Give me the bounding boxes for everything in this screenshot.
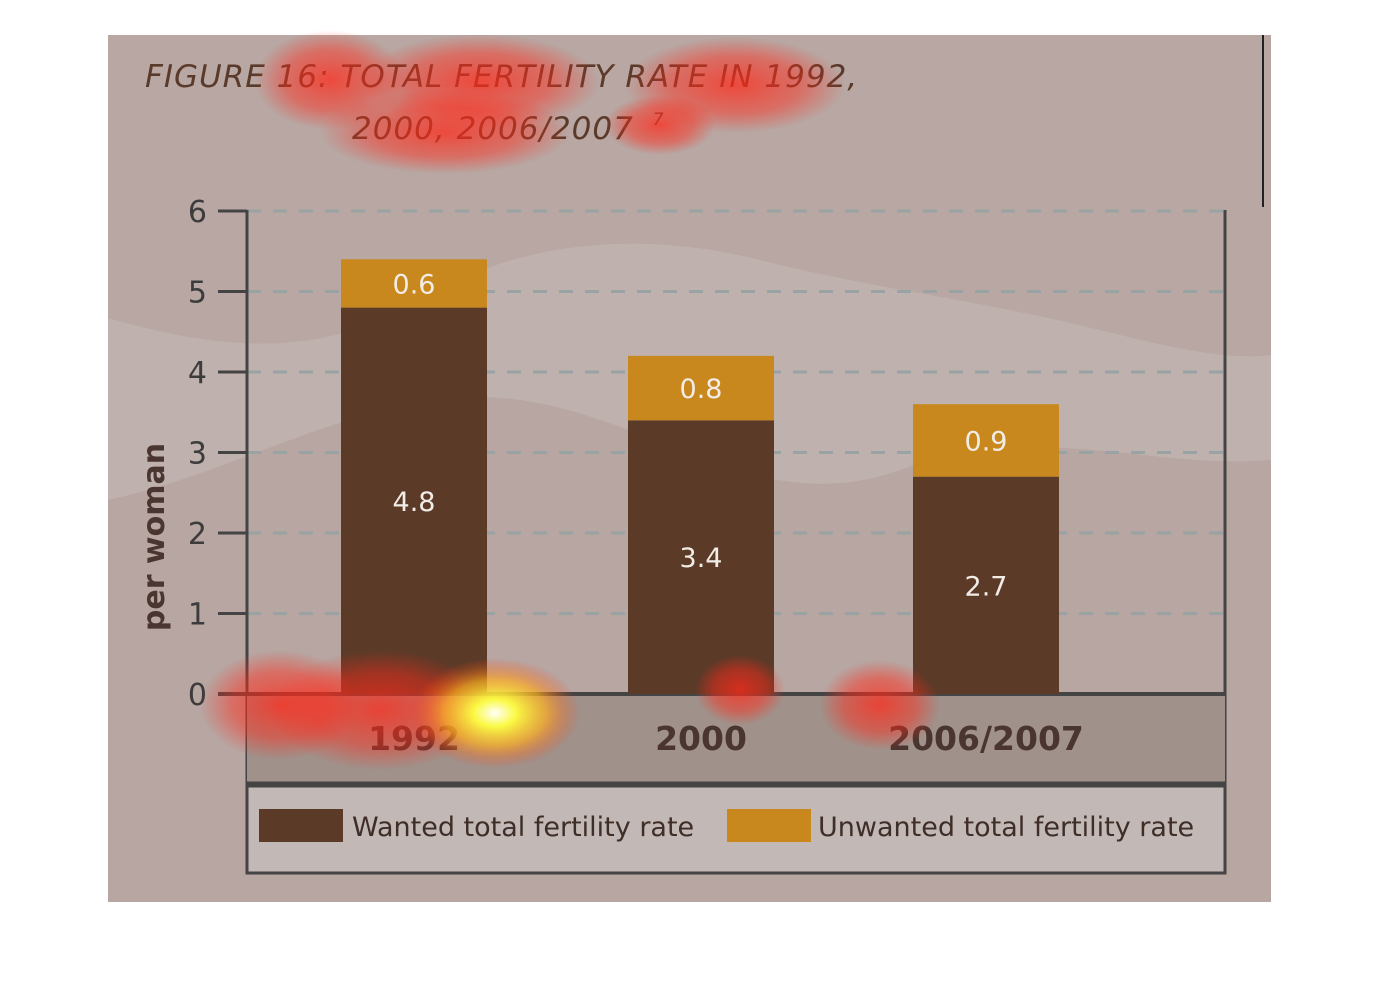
data-label: 0.9 [965,426,1008,457]
heat-spot-axis-4 [820,660,940,750]
y-tick-label: 3 [188,437,207,472]
heat-spot-axis-hot [410,658,580,768]
y-tick-label: 5 [188,276,207,311]
y-tick-label: 6 [188,195,207,230]
bars: 4.8 0.6 3.4 0.8 2.7 0.9 [341,259,1059,694]
data-label: 0.8 [680,374,723,405]
bar-unwanted-2000 [628,355,774,421]
heat-spot-axis-3 [695,655,785,725]
legend-label-wanted: Wanted total fertility rate [352,812,694,843]
y-axis-label: per woman [137,443,172,631]
y-tick-label: 1 [188,598,207,633]
data-label: 3.4 [680,543,723,574]
data-label: 2.7 [965,571,1008,602]
bar-wanted-2000 [628,420,774,694]
legend-label-unwanted: Unwanted total fertility rate [818,812,1194,843]
y-tick-label: 2 [188,517,207,552]
y-tick-label: 4 [188,356,207,391]
data-label: 0.6 [393,269,436,300]
data-label: 4.8 [393,487,436,518]
heat-spot-title-4 [320,90,570,174]
heat-spot-title-5 [605,95,715,155]
bar-wanted-1992 [341,307,487,694]
legend-swatch-wanted [259,809,343,842]
attention-heatmap-overlay [200,30,940,770]
bar-unwanted-1992 [341,259,487,308]
legend-swatch-unwanted [727,809,811,842]
bar-unwanted-2006/2007 [913,404,1059,477]
x-category-label: 2000 [655,719,747,758]
bar-wanted-2006/2007 [913,476,1059,694]
